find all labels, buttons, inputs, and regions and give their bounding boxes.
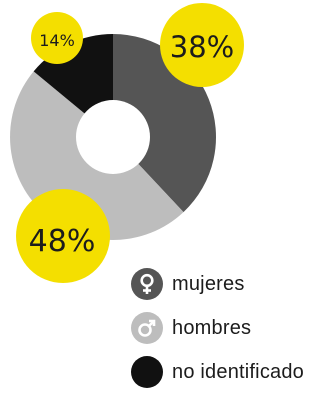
legend-marker-no-identificado <box>131 356 163 388</box>
data-label-mujeres: 38% <box>170 30 234 64</box>
legend-label-mujeres: mujeres <box>172 272 245 295</box>
legend-item-no-identificado: no identificado <box>131 350 304 394</box>
legend-item-mujeres: mujeres <box>131 262 304 306</box>
label-bubble-mujeres: 38% <box>160 3 244 87</box>
donut-chart: 38% 48% 14% <box>10 3 244 283</box>
legend-marker-mujeres <box>131 268 163 300</box>
label-bubble-no-identificado: 14% <box>31 12 83 64</box>
data-label-no-identificado: 14% <box>39 31 75 50</box>
label-bubble-hombres: 48% <box>16 189 110 283</box>
donut-hole <box>76 100 150 174</box>
male-symbol-icon <box>138 319 156 337</box>
legend-label-no-identificado: no identificado <box>172 360 304 383</box>
legend: mujeres hombres no identificado <box>131 262 304 394</box>
data-label-hombres: 48% <box>29 224 96 259</box>
legend-label-hombres: hombres <box>172 316 252 339</box>
female-symbol-icon <box>140 273 154 294</box>
legend-marker-hombres <box>131 312 163 344</box>
legend-item-hombres: hombres <box>131 306 304 350</box>
